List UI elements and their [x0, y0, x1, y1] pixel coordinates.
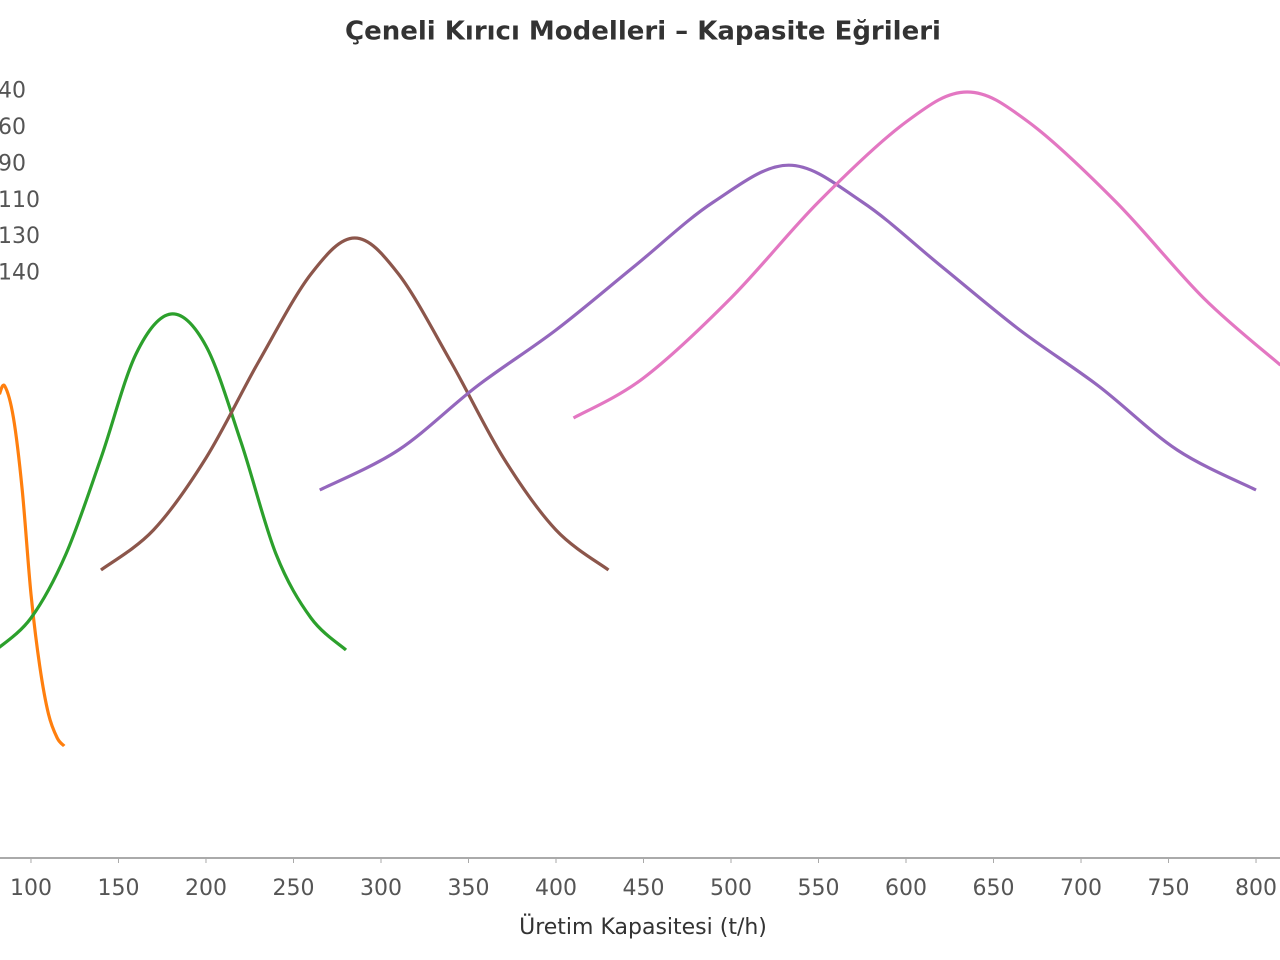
chart-title: Çeneli Kırıcı Modelleri – Kapasite Eğril… [345, 17, 941, 47]
x-tick-label: 600 [885, 876, 927, 901]
x-tick-label: 100 [10, 876, 52, 901]
series-line [0, 383, 66, 748]
x-tick-label: 450 [623, 876, 665, 901]
legend-label: 130 [0, 224, 40, 249]
plot-area [0, 90, 1280, 748]
x-tick-label: 350 [447, 876, 489, 901]
x-axis-label: Üretim Kapasitesi (t/h) [519, 914, 767, 940]
x-tick-label: 650 [973, 876, 1015, 901]
x-tick-label: 800 [1235, 876, 1277, 901]
legend-label: 140 [0, 261, 40, 286]
x-tick-label: 700 [1060, 876, 1102, 901]
x-tick-label: 300 [360, 876, 402, 901]
legend-label: 110 [0, 188, 40, 213]
x-tick-label: 150 [97, 876, 139, 901]
x-tick-label: 500 [710, 876, 752, 901]
series-line [572, 90, 1280, 420]
x-tick-label: 550 [798, 876, 840, 901]
series-line [0, 312, 348, 652]
legend-label: 40 [0, 79, 26, 104]
x-tick-label: 400 [535, 876, 577, 901]
legend-label: 90 [0, 151, 26, 176]
series-line [100, 236, 610, 572]
x-tick-label: 250 [272, 876, 314, 901]
x-tick-label: 200 [185, 876, 227, 901]
series-line [319, 163, 1257, 492]
legend-label: 60 [0, 115, 26, 140]
x-tick-label: 750 [1148, 876, 1190, 901]
